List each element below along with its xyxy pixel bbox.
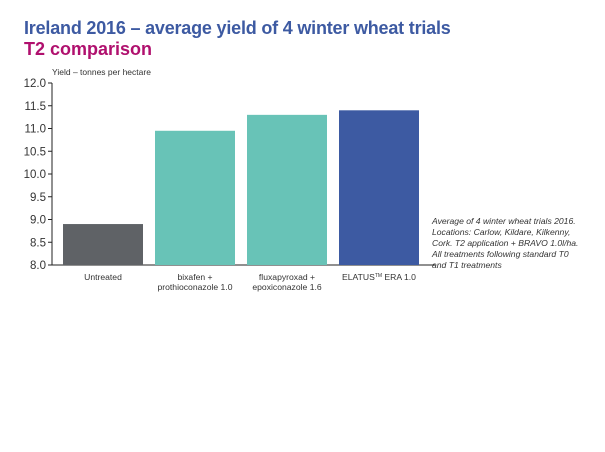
bar	[339, 110, 419, 265]
x-tick-label: ELATUSTM ERA 1.0	[342, 272, 416, 282]
y-tick-label: 9.5	[30, 192, 46, 204]
x-tick-label: epoxiconazole 1.6	[252, 282, 321, 292]
trial-note-line: All treatments following standard T0	[432, 249, 569, 259]
trial-note-line: Average of 4 winter wheat trials 2016.	[432, 216, 576, 226]
chart-title: Ireland 2016 – average yield of 4 winter…	[24, 18, 451, 38]
bar	[63, 224, 143, 265]
y-tick-label: 8.5	[30, 237, 46, 249]
y-tick-label: 9.0	[30, 215, 46, 227]
y-tick-label: 11.0	[24, 124, 46, 136]
x-tick-label: bixafen +	[177, 272, 212, 282]
trial-note: Average of 4 winter wheat trials 2016. L…	[432, 216, 592, 271]
y-tick-label: 8.0	[30, 260, 46, 272]
y-tick-label: 11.5	[24, 101, 46, 113]
x-tick-label: prothioconazole 1.0	[157, 282, 232, 292]
bar	[155, 130, 235, 265]
chart-subtitle: T2 comparison	[24, 39, 153, 59]
bar	[247, 114, 327, 265]
x-tick-label: Untreated	[84, 272, 122, 282]
y-axis-label: Yield – tonnes per hectare	[52, 67, 151, 77]
y-tick-label: 10.0	[24, 169, 46, 181]
y-tick-label: 12.0	[24, 78, 46, 90]
trial-note-line: Cork. T2 application + BRAVO 1.0l/ha.	[432, 238, 579, 248]
x-tick-label: fluxapyroxad +	[259, 272, 315, 282]
trial-note-line: Locations: Carlow, Kildare, Kilkenny,	[432, 227, 571, 237]
trial-note-line: and T1 treatments	[432, 260, 502, 270]
y-tick-label: 10.5	[24, 146, 46, 158]
